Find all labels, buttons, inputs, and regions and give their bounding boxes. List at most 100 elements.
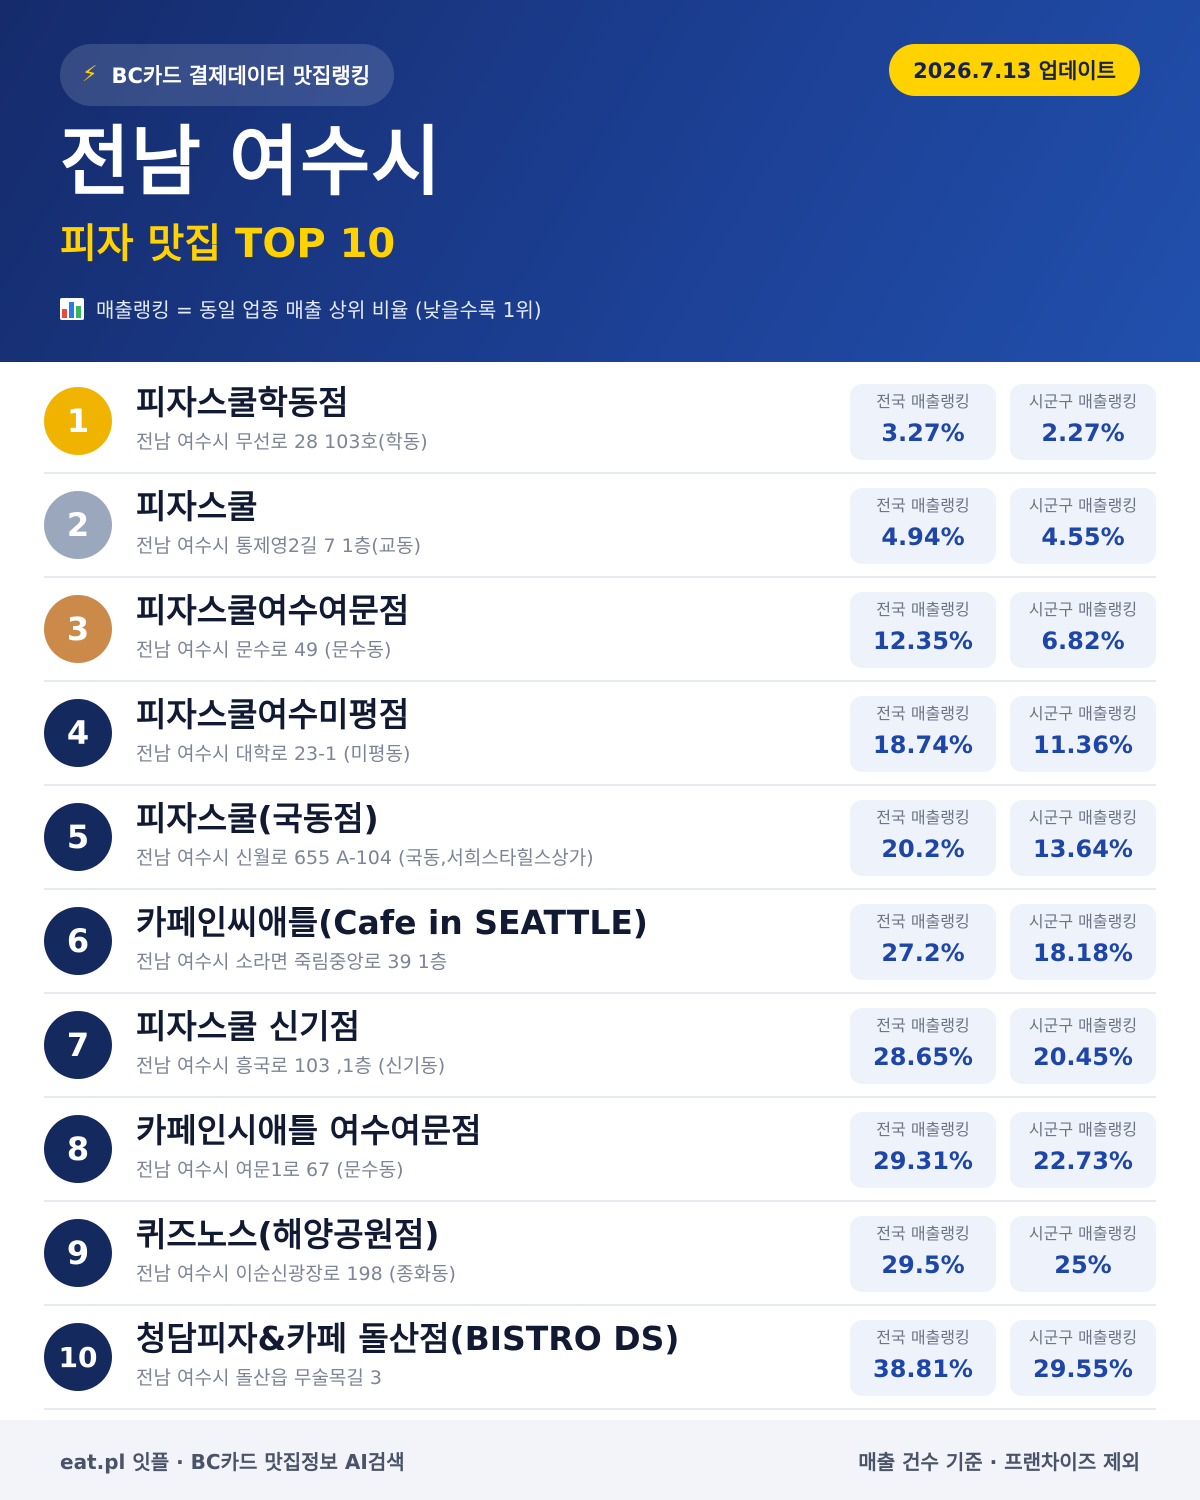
national-ranking-card: 전국 매출랭킹 38.81% [850, 1320, 996, 1396]
national-ranking-label: 전국 매출랭킹 [876, 496, 970, 515]
national-ranking-card: 전국 매출랭킹 4.94% [850, 488, 996, 564]
rank-badge: 2 [44, 491, 112, 559]
national-ranking-label: 전국 매출랭킹 [876, 600, 970, 619]
restaurant-address: 전남 여수시 문수로 49 (문수동) [136, 639, 392, 661]
page-subtitle: 피자 맛집 TOP 10 [60, 221, 396, 267]
restaurant-address: 전남 여수시 소라면 죽림중앙로 39 1층 [136, 951, 448, 973]
national-ranking-label: 전국 매출랭킹 [876, 1224, 970, 1243]
national-ranking-label: 전국 매출랭킹 [876, 1016, 970, 1035]
list-item[interactable]: 8 카페인시애틀 여수여문점 전남 여수시 여문1로 67 (문수동) 전국 매… [44, 1098, 1156, 1202]
list-item[interactable]: 2 피자스쿨 전남 여수시 통제영2길 7 1층(교동) 전국 매출랭킹 4.9… [44, 474, 1156, 578]
local-ranking-card: 시군구 매출랭킹 29.55% [1010, 1320, 1156, 1396]
local-ranking-label: 시군구 매출랭킹 [1028, 808, 1138, 827]
local-ranking-value: 4.55% [1041, 523, 1125, 551]
local-ranking-card: 시군구 매출랭킹 20.45% [1010, 1008, 1156, 1084]
local-ranking-value: 22.73% [1033, 1147, 1133, 1175]
local-ranking-label: 시군구 매출랭킹 [1028, 704, 1138, 723]
restaurant-name[interactable]: 청담피자&카페 돌산점(BISTRO DS) [136, 1319, 680, 1358]
brand-label: BC카드 결제데이터 맛집랭킹 [111, 64, 371, 88]
update-badge: 2026.7.13 업데이트 [889, 44, 1140, 96]
local-ranking-value: 20.45% [1033, 1043, 1133, 1071]
local-ranking-label: 시군구 매출랭킹 [1028, 1224, 1138, 1243]
local-ranking-value: 25% [1054, 1251, 1112, 1279]
restaurant-address: 전남 여수시 무선로 28 103호(학동) [136, 431, 428, 453]
list-item[interactable]: 7 피자스쿨 신기점 전남 여수시 흥국로 103 ,1층 (신기동) 전국 매… [44, 994, 1156, 1098]
local-ranking-value: 11.36% [1033, 731, 1133, 759]
restaurant-address: 전남 여수시 흥국로 103 ,1층 (신기동) [136, 1055, 446, 1077]
restaurant-name[interactable]: 퀴즈노스(해양공원점) [136, 1215, 440, 1254]
local-ranking-value: 2.27% [1041, 419, 1125, 447]
restaurant-address: 전남 여수시 통제영2길 7 1층(교동) [136, 535, 422, 557]
national-ranking-card: 전국 매출랭킹 18.74% [850, 696, 996, 772]
local-ranking-card: 시군구 매출랭킹 11.36% [1010, 696, 1156, 772]
restaurant-name[interactable]: 피자스쿨 신기점 [136, 1007, 361, 1046]
rank-badge: 4 [44, 699, 112, 767]
restaurant-name[interactable]: 카페인씨애틀(Cafe in SEATTLE) [136, 903, 648, 942]
national-ranking-label: 전국 매출랭킹 [876, 1328, 970, 1347]
local-ranking-label: 시군구 매출랭킹 [1028, 912, 1138, 931]
brand-pill: ⚡ BC카드 결제데이터 맛집랭킹 [60, 44, 395, 106]
list-item[interactable]: 4 피자스쿨여수미평점 전남 여수시 대학로 23-1 (미평동) 전국 매출랭… [44, 682, 1156, 786]
footer-criteria: 매출 건수 기준 · 프랜차이즈 제외 [858, 1449, 1140, 1474]
national-ranking-value: 38.81% [873, 1355, 973, 1383]
local-ranking-label: 시군구 매출랭킹 [1028, 1120, 1138, 1139]
national-ranking-label: 전국 매출랭킹 [876, 912, 970, 931]
local-ranking-label: 시군구 매출랭킹 [1028, 496, 1138, 515]
national-ranking-card: 전국 매출랭킹 3.27% [850, 384, 996, 460]
rank-badge: 6 [44, 907, 112, 975]
list-item[interactable]: 9 퀴즈노스(해양공원점) 전남 여수시 이순신광장로 198 (종화동) 전국… [44, 1202, 1156, 1306]
national-ranking-card: 전국 매출랭킹 27.2% [850, 904, 996, 980]
national-ranking-card: 전국 매출랭킹 20.2% [850, 800, 996, 876]
restaurant-address: 전남 여수시 여문1로 67 (문수동) [136, 1159, 404, 1181]
page-title: 전남 여수시 [60, 117, 443, 206]
national-ranking-label: 전국 매출랭킹 [876, 704, 970, 723]
rank-badge: 9 [44, 1219, 112, 1287]
local-ranking-card: 시군구 매출랭킹 18.18% [1010, 904, 1156, 980]
restaurant-name[interactable]: 피자스쿨학동점 [136, 383, 349, 422]
local-ranking-value: 13.64% [1033, 835, 1133, 863]
national-ranking-value: 29.5% [881, 1251, 965, 1279]
restaurant-name[interactable]: 카페인시애틀 여수여문점 [136, 1111, 482, 1150]
national-ranking-value: 28.65% [873, 1043, 973, 1071]
rank-badge: 10 [44, 1323, 112, 1391]
rank-badge: 8 [44, 1115, 112, 1183]
footer-source: eat.pl 잇플 · BC카드 맛집정보 AI검색 [60, 1449, 405, 1474]
restaurant-name[interactable]: 피자스쿨여수여문점 [136, 591, 410, 630]
list-item[interactable]: 3 피자스쿨여수여문점 전남 여수시 문수로 49 (문수동) 전국 매출랭킹 … [44, 578, 1156, 682]
header-banner: ⚡ BC카드 결제데이터 맛집랭킹 2026.7.13 업데이트 전남 여수시 … [0, 0, 1200, 362]
national-ranking-card: 전국 매출랭킹 28.65% [850, 1008, 996, 1084]
list-item[interactable]: 6 카페인씨애틀(Cafe in SEATTLE) 전남 여수시 소라면 죽림중… [44, 890, 1156, 994]
list-item[interactable]: 1 피자스쿨학동점 전남 여수시 무선로 28 103호(학동) 전국 매출랭킹… [44, 370, 1156, 474]
national-ranking-card: 전국 매출랭킹 12.35% [850, 592, 996, 668]
restaurant-list: 1 피자스쿨학동점 전남 여수시 무선로 28 103호(학동) 전국 매출랭킹… [44, 370, 1156, 1410]
bar-chart-icon [60, 297, 84, 320]
restaurant-name[interactable]: 피자스쿨여수미평점 [136, 695, 410, 734]
list-item[interactable]: 10 청담피자&카페 돌산점(BISTRO DS) 전남 여수시 돌산읍 무술목… [44, 1306, 1156, 1410]
local-ranking-card: 시군구 매출랭킹 6.82% [1010, 592, 1156, 668]
local-ranking-label: 시군구 매출랭킹 [1028, 600, 1138, 619]
restaurant-address: 전남 여수시 이순신광장로 198 (종화동) [136, 1263, 456, 1285]
local-ranking-label: 시군구 매출랭킹 [1028, 392, 1138, 411]
restaurant-name[interactable]: 피자스쿨 [136, 487, 258, 526]
national-ranking-value: 3.27% [881, 419, 965, 447]
local-ranking-card: 시군구 매출랭킹 2.27% [1010, 384, 1156, 460]
local-ranking-card: 시군구 매출랭킹 13.64% [1010, 800, 1156, 876]
national-ranking-value: 12.35% [873, 627, 973, 655]
local-ranking-value: 6.82% [1041, 627, 1125, 655]
rank-badge: 7 [44, 1011, 112, 1079]
national-ranking-value: 18.74% [873, 731, 973, 759]
national-ranking-label: 전국 매출랭킹 [876, 808, 970, 827]
national-ranking-label: 전국 매출랭킹 [876, 392, 970, 411]
rank-badge: 5 [44, 803, 112, 871]
restaurant-name[interactable]: 피자스쿨(국동점) [136, 799, 379, 838]
national-ranking-value: 4.94% [881, 523, 965, 551]
list-item[interactable]: 5 피자스쿨(국동점) 전남 여수시 신월로 655 A-104 (국동,서희스… [44, 786, 1156, 890]
local-ranking-value: 18.18% [1033, 939, 1133, 967]
national-ranking-card: 전국 매출랭킹 29.31% [850, 1112, 996, 1188]
restaurant-address: 전남 여수시 신월로 655 A-104 (국동,서희스타힐스상가) [136, 847, 594, 869]
lightning-bolt-icon: ⚡ [82, 62, 98, 87]
local-ranking-card: 시군구 매출랭킹 22.73% [1010, 1112, 1156, 1188]
ranking-note: 매출랭킹 = 동일 업종 매출 상위 비율 (낮을수록 1위) [60, 294, 542, 323]
national-ranking-value: 29.31% [873, 1147, 973, 1175]
local-ranking-card: 시군구 매출랭킹 4.55% [1010, 488, 1156, 564]
